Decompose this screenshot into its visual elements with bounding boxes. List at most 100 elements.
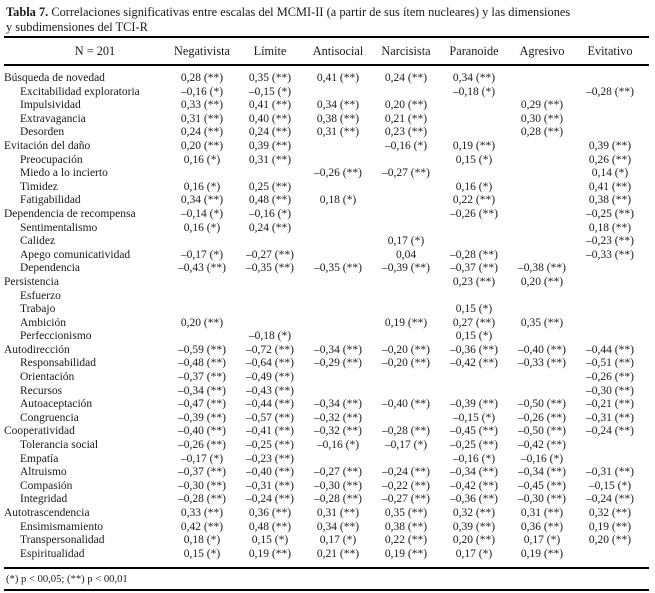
correlation-value bbox=[304, 181, 372, 195]
correlation-value bbox=[372, 86, 440, 100]
correlation-value bbox=[440, 222, 508, 236]
table-row: Autoaceptación –0,47 (**) –0,44 (**) –0,34 … bbox=[4, 398, 644, 412]
row-label-dimension: Autotrascendencia bbox=[4, 507, 90, 519]
column-header-antisocial: Antisocial bbox=[312, 44, 364, 58]
row-label-subdimension: Ambición bbox=[20, 316, 66, 329]
table-row: Autodirección –0,59 (**) –0,72 (**) –0,34 (… bbox=[4, 344, 644, 358]
correlation-value bbox=[508, 181, 576, 195]
correlation-value: 0,41 (**) bbox=[588, 180, 632, 193]
correlation-value: –0,30 (**) bbox=[518, 493, 566, 506]
table-row: Transpersonalidad 0,18 (*) 0,15 (*) 0,17 (*… bbox=[4, 534, 644, 548]
correlation-value: 0,34 (**) bbox=[452, 72, 496, 84]
table-row: Extravagancia 0,31 (**) 0,40 (**) 0,38 (**)… bbox=[4, 113, 644, 127]
correlation-value bbox=[576, 262, 644, 276]
table-caption: Tabla 7. Correlaciones significativas en… bbox=[6, 5, 646, 35]
correlation-value: 0,23 (**) bbox=[452, 275, 496, 288]
correlation-value bbox=[508, 208, 576, 222]
correlation-value: –0,24 (**) bbox=[246, 493, 294, 506]
correlation-value bbox=[508, 86, 576, 100]
correlation-value: –0,26 (**) bbox=[178, 439, 226, 452]
correlation-value bbox=[304, 154, 372, 168]
correlation-table: Búsqueda de novedad 0,28 (**) 0,35 (**) 0,4… bbox=[4, 72, 644, 561]
correlation-value: –0,26 (**) bbox=[314, 167, 362, 180]
table-row: Perfeccionismo –0,18 (*) 0,15 (*) bbox=[4, 330, 644, 344]
correlation-value: 0,24 (**) bbox=[248, 126, 292, 139]
correlation-value: 0,27 (**) bbox=[452, 316, 496, 329]
row-label-subdimension: Extravagancia bbox=[20, 112, 86, 125]
correlation-value: 0,22 (**) bbox=[452, 194, 496, 207]
row-label-subdimension: Integridad bbox=[20, 493, 68, 506]
correlation-value bbox=[576, 72, 644, 86]
correlation-value bbox=[168, 303, 236, 317]
correlation-value bbox=[236, 235, 304, 249]
correlation-value bbox=[236, 303, 304, 317]
correlation-value: –0,16 (*) bbox=[180, 85, 224, 98]
table-row: Congruencia –0,39 (**) –0,57 (**) –0,32 (**… bbox=[4, 412, 644, 426]
correlation-value: 0,20 (**) bbox=[452, 534, 496, 547]
correlation-value: 0,20 (**) bbox=[384, 99, 428, 112]
correlation-value: 0,15 (*) bbox=[455, 330, 493, 343]
correlation-value: –0,37 (**) bbox=[178, 466, 226, 479]
correlation-value: –0,51 (**) bbox=[586, 357, 634, 370]
row-label-dimension: Cooperatividad bbox=[4, 425, 75, 438]
correlation-value bbox=[372, 154, 440, 168]
correlation-value: 0,24 (**) bbox=[248, 221, 292, 234]
correlation-value: 0,36 (**) bbox=[248, 507, 292, 519]
correlation-value: 0,31 (**) bbox=[248, 153, 292, 166]
row-label-dimension: Autodirección bbox=[4, 343, 70, 356]
correlation-value: 0,35 (**) bbox=[384, 507, 428, 519]
correlation-value bbox=[440, 290, 508, 304]
row-label-dimension: Persistencia bbox=[4, 275, 59, 288]
table-row: Persistencia 0,23 (**) 0,20 (**) bbox=[4, 276, 644, 290]
correlation-value bbox=[372, 453, 440, 467]
correlation-value: –0,22 (**) bbox=[382, 479, 430, 492]
correlation-value bbox=[168, 330, 236, 344]
correlation-value bbox=[236, 276, 304, 290]
correlation-value: 0,26 (**) bbox=[588, 153, 632, 166]
row-label-subdimension: Miedo a lo incierto bbox=[20, 167, 108, 180]
correlation-value: –0,72 (**) bbox=[246, 343, 294, 356]
correlation-value: –0,23 (**) bbox=[246, 452, 294, 465]
table-row: Sentimentalismo 0,16 (*) 0,24 (**) 0,18 (**… bbox=[4, 222, 644, 236]
correlation-value: 0,38 (**) bbox=[384, 520, 428, 533]
correlation-value: –0,33 (**) bbox=[518, 357, 566, 370]
correlation-value: –0,17 (*) bbox=[384, 439, 428, 452]
correlation-value: –0,16 (*) bbox=[384, 139, 428, 152]
correlation-value bbox=[508, 303, 576, 317]
correlation-value: –0,28 (**) bbox=[382, 425, 430, 438]
correlation-value: 0,20 (**) bbox=[180, 139, 224, 152]
correlation-value: –0,32 (**) bbox=[314, 425, 362, 438]
correlation-value bbox=[440, 126, 508, 140]
column-header-evitativo: Evitativo bbox=[587, 44, 633, 58]
correlation-value: –0,50 (**) bbox=[518, 425, 566, 438]
correlation-value: 0,22 (**) bbox=[384, 534, 428, 547]
table-row: Dependencia de recompensa –0,14 (*) –0,16 … bbox=[4, 208, 644, 222]
significance-footnote: (*) p < 00,05; (**) p < 00,01 bbox=[6, 574, 128, 585]
correlation-value: –0,31 (**) bbox=[246, 479, 294, 492]
correlation-value bbox=[576, 330, 644, 344]
correlation-value: 0,33 (**) bbox=[180, 507, 224, 519]
column-header-paranoide: Paranoide bbox=[449, 44, 499, 58]
correlation-value bbox=[440, 385, 508, 399]
correlation-value bbox=[372, 181, 440, 195]
correlation-value bbox=[508, 72, 576, 86]
correlation-value bbox=[508, 330, 576, 344]
correlation-value: –0,31 (**) bbox=[586, 466, 634, 479]
correlation-value bbox=[304, 330, 372, 344]
table-row: Integridad –0,28 (**) –0,24 (**) –0,28 (**)… bbox=[4, 493, 644, 507]
correlation-value: –0,17 (*) bbox=[180, 452, 224, 465]
correlation-value: –0,48 (**) bbox=[178, 357, 226, 370]
correlation-value: 0,20 (**) bbox=[520, 275, 564, 288]
table-row: Ambición 0,20 (**) 0,19 (**) 0,27 (**) 0,35 … bbox=[4, 317, 644, 331]
correlation-value: 0,17 (*) bbox=[319, 534, 357, 547]
correlation-value: 0,18 (*) bbox=[183, 534, 221, 547]
correlation-value: –0,28 (**) bbox=[314, 493, 362, 506]
correlation-value: 0,20 (**) bbox=[588, 534, 632, 547]
correlation-value: –0,40 (**) bbox=[518, 343, 566, 356]
correlation-value: –0,32 (**) bbox=[314, 411, 362, 424]
correlation-value: –0,38 (**) bbox=[518, 262, 566, 275]
horizontal-rule-top bbox=[4, 36, 649, 38]
table-row: Timidez 0,16 (*) 0,25 (**) 0,16 (*) 0,41 (**… bbox=[4, 181, 644, 195]
correlation-value: –0,41 (**) bbox=[246, 425, 294, 438]
correlation-value: –0,26 (**) bbox=[518, 411, 566, 424]
